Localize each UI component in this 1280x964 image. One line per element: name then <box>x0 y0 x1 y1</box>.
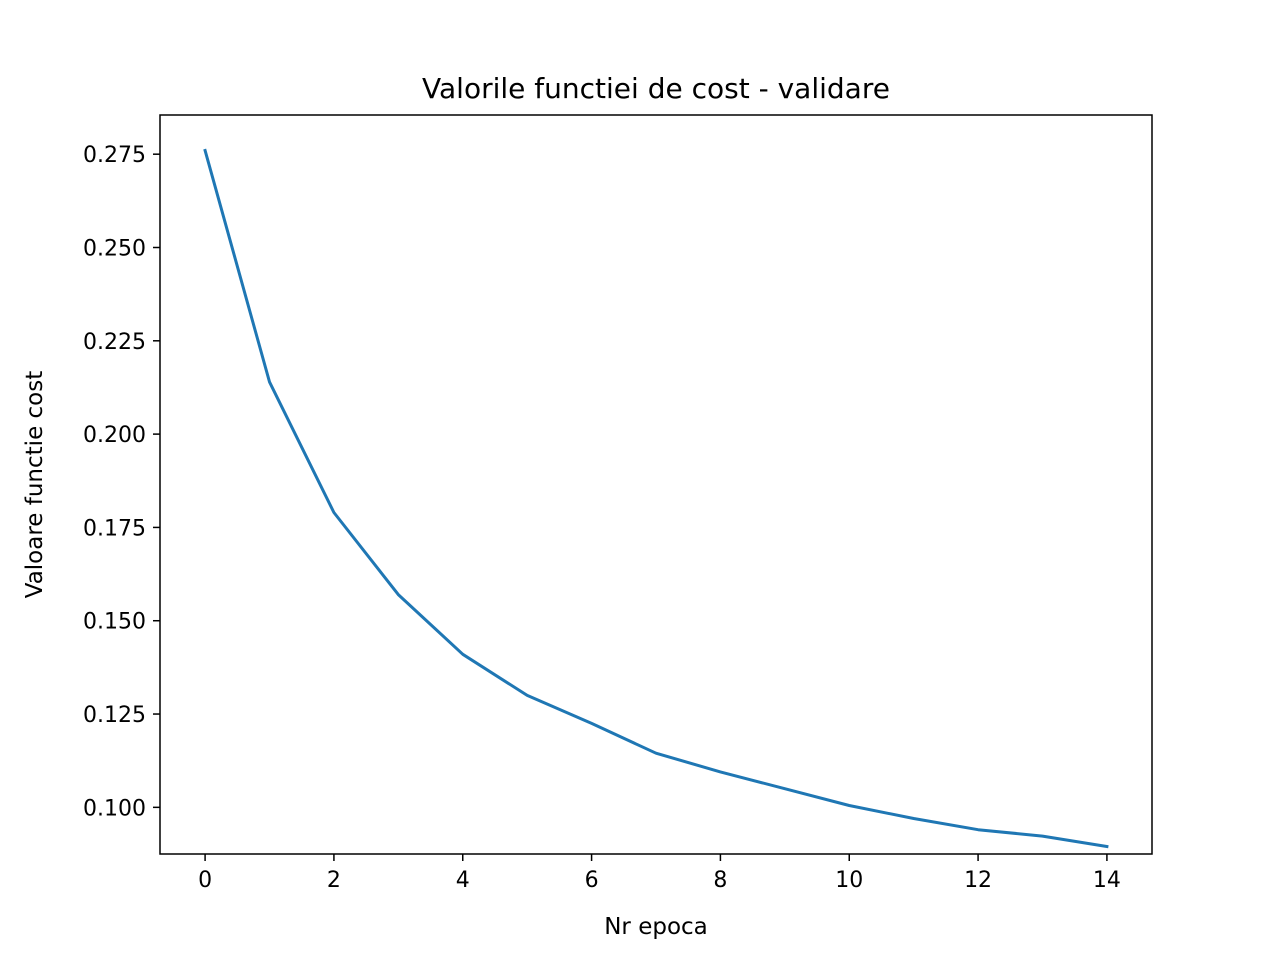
y-axis-title: Valoare functie cost <box>22 371 48 599</box>
y-axis-ticks: 0.100 0.125 0.150 0.175 0.200 0.225 0.250 0.275 <box>83 143 160 821</box>
series-layer <box>203 148 1109 849</box>
x-tick-label: 10 <box>835 868 863 893</box>
x-axis-ticks: 0 2 4 6 8 10 12 14 <box>198 854 1121 893</box>
series-line <box>203 148 1109 849</box>
x-tick-label: 2 <box>327 868 341 893</box>
y-tick-label: 0.125 <box>83 703 146 728</box>
y-tick-label: 0.200 <box>83 423 146 448</box>
x-tick-label: 6 <box>585 868 599 893</box>
x-tick-label: 4 <box>456 868 470 893</box>
y-tick-label: 0.225 <box>83 330 146 355</box>
x-axis-title: Nr epoca <box>604 914 708 940</box>
y-tick-label: 0.275 <box>83 143 146 168</box>
chart-title: Valorile functiei de cost - validare <box>422 72 890 105</box>
x-tick-label: 8 <box>713 868 727 893</box>
x-tick-label: 14 <box>1093 868 1121 893</box>
y-tick-label: 0.150 <box>83 610 146 635</box>
y-tick-label: 0.250 <box>83 236 146 261</box>
y-tick-label: 0.100 <box>83 796 146 821</box>
x-tick-label: 12 <box>964 868 992 893</box>
x-tick-label: 0 <box>198 868 212 893</box>
y-tick-label: 0.175 <box>83 516 146 541</box>
plot-area-frame <box>159 114 1153 855</box>
